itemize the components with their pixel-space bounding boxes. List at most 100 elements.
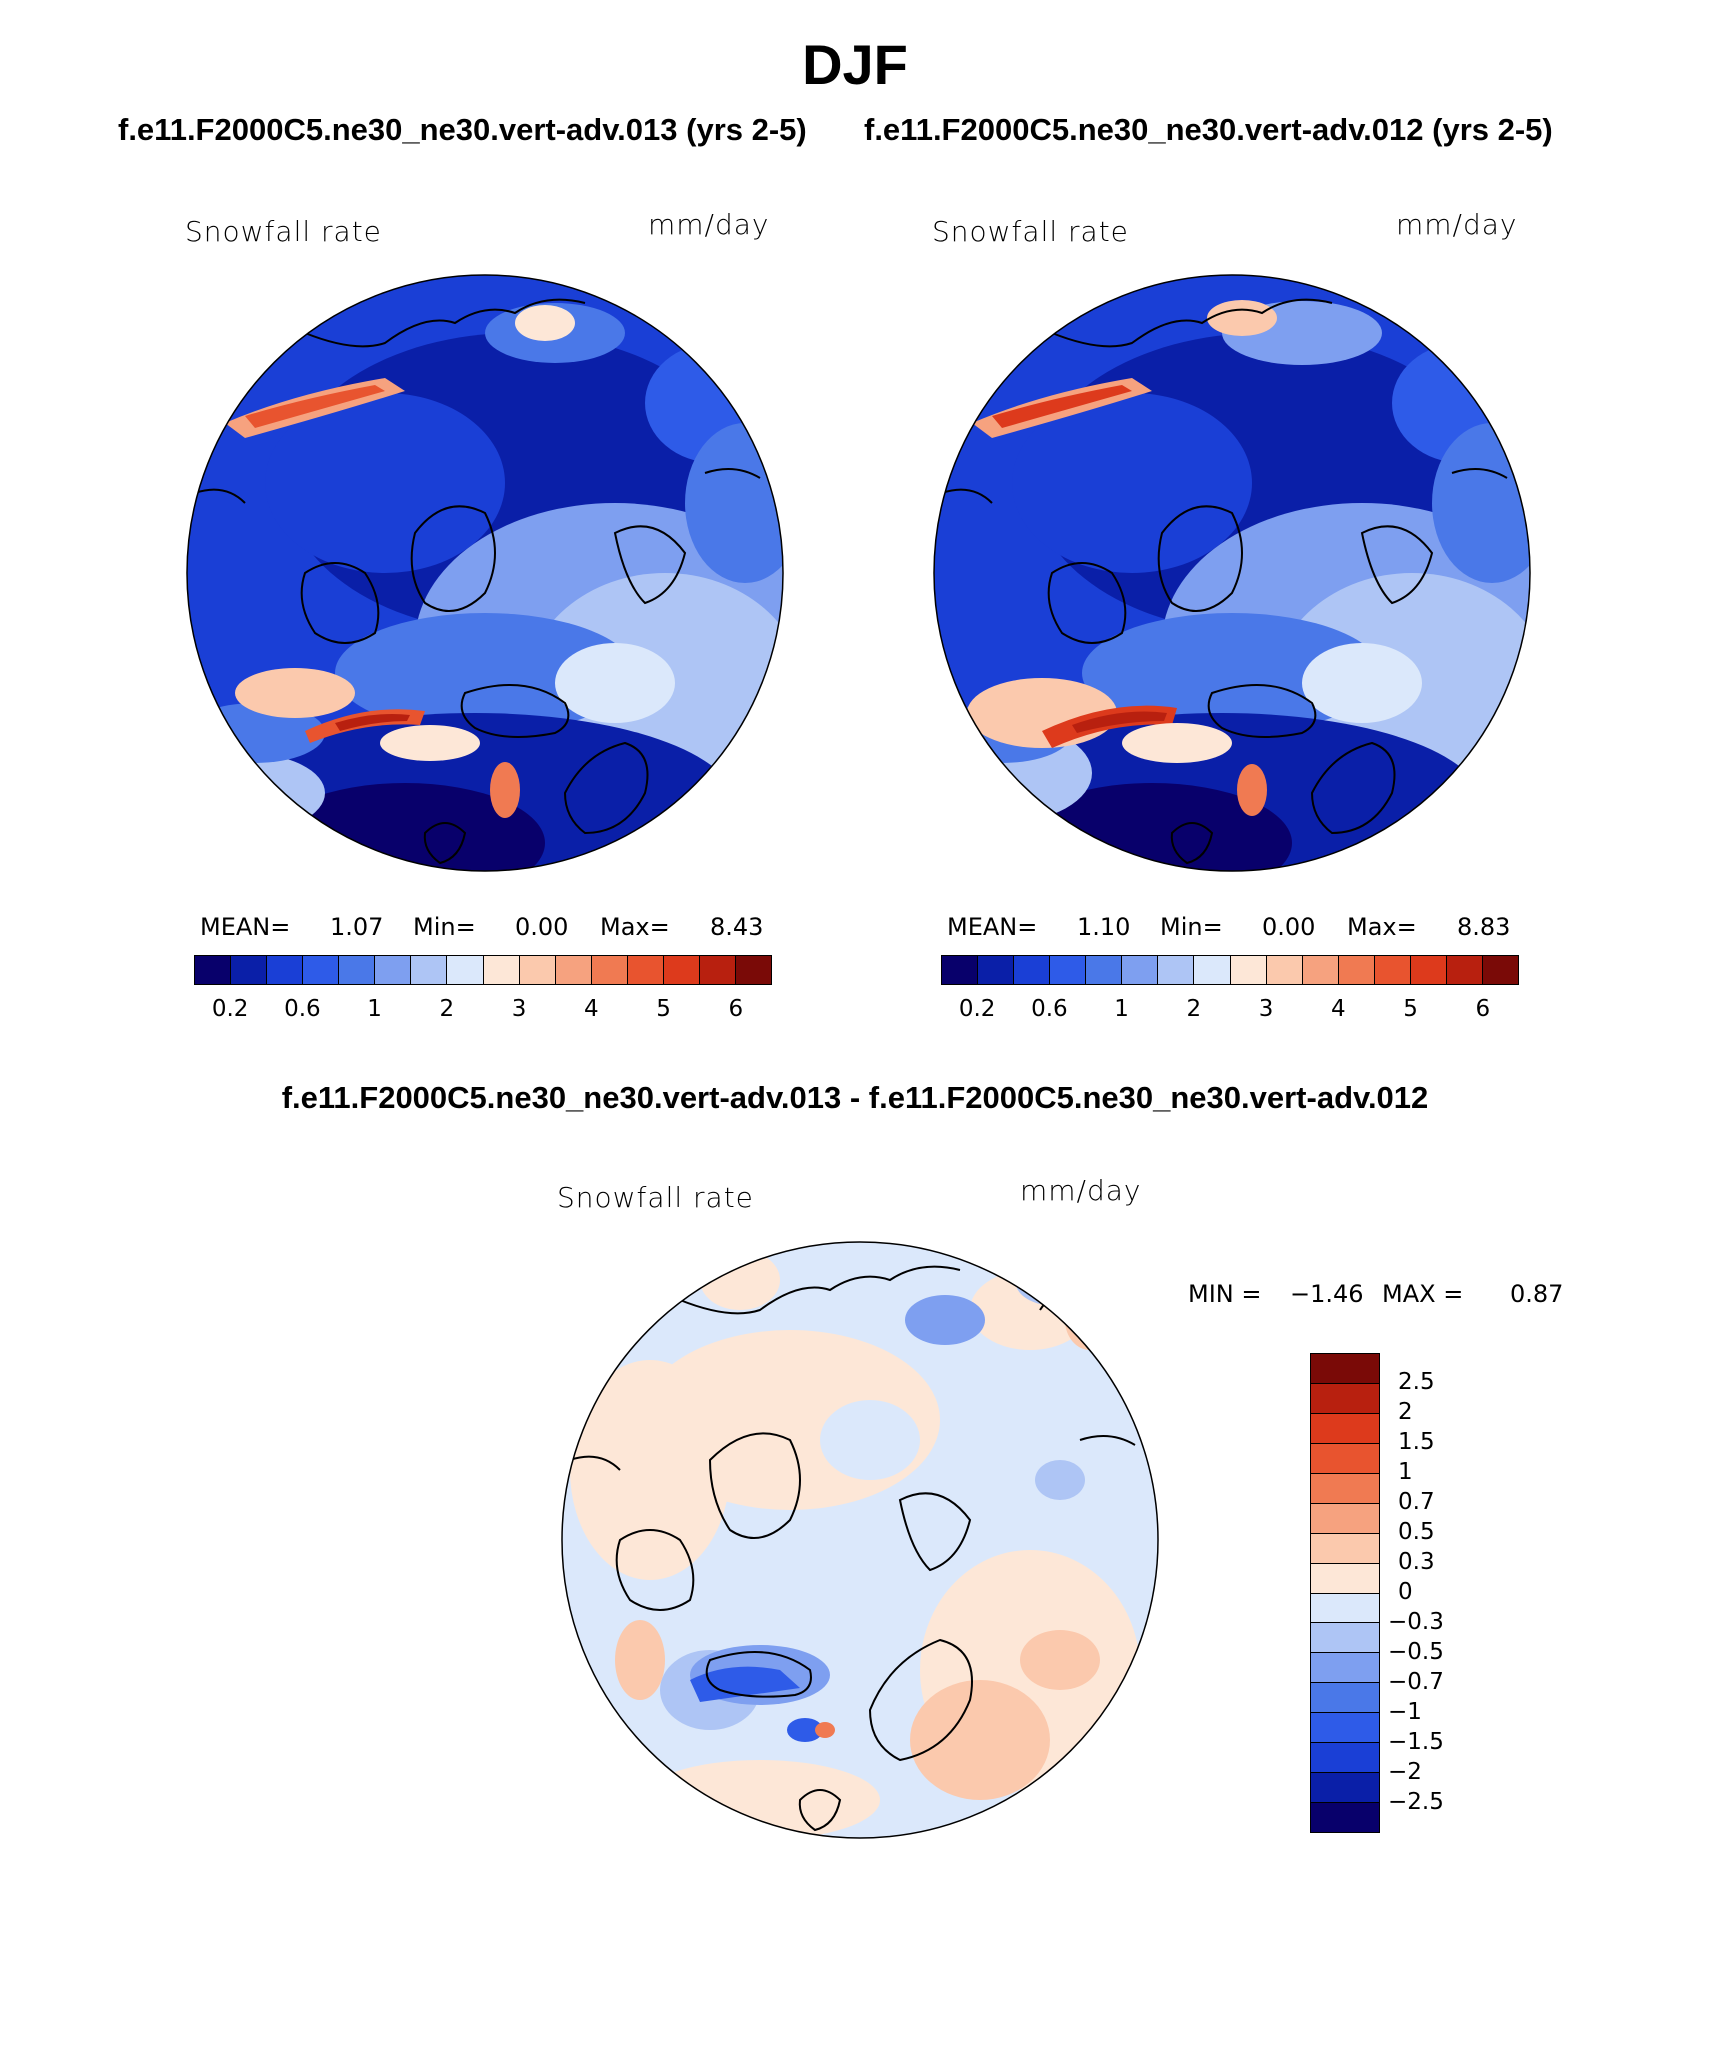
diff-max-value: 0.87 [1510, 1280, 1564, 1308]
panel-2-max-value: 8.83 [1457, 913, 1511, 941]
panel-1-mean-label: MEAN= [200, 913, 291, 941]
diff-colorbar-swatch [1311, 1563, 1379, 1594]
diff-min-label: MIN = [1188, 1280, 1262, 1308]
panel-2-colorbar [941, 955, 1519, 985]
panel-2-colorbar-swatch [1482, 956, 1518, 984]
panel-1-variable: Snowfall rate [185, 215, 382, 248]
diff-colorbar-swatch [1311, 1473, 1379, 1504]
diff-colorbar-tick-label: −2.5 [1388, 1789, 1444, 1815]
diff-colorbar-tick-label: 1 [1398, 1459, 1413, 1485]
panel-1-colorbar-swatch [699, 956, 736, 984]
panel-2-min-label: Min= [1160, 913, 1223, 941]
diff-colorbar-tick-label: 0.3 [1398, 1549, 1435, 1575]
panel-1-colorbar-swatch [447, 956, 484, 984]
panel-2-colorbar-tick-label: 6 [1475, 996, 1491, 1022]
panel-1-colorbar-tick-label: 3 [511, 996, 527, 1022]
panel-1-colorbar-tick-label: 0.2 [211, 996, 249, 1022]
panel-2-colorbar-swatch [1014, 956, 1051, 984]
panel-2-variable: Snowfall rate [932, 215, 1129, 248]
panel-2-colorbar-swatch [1266, 956, 1303, 984]
panel-2-colorbar-tick-label: 2 [1186, 996, 1202, 1022]
panel-2-colorbar-swatch [1158, 956, 1195, 984]
panel-2-colorbar-swatch [1194, 956, 1231, 984]
panel-2-max-label: Max= [1347, 913, 1417, 941]
panel-1-max-label: Max= [600, 913, 670, 941]
diff-colorbar-tick-label: 2.5 [1398, 1369, 1435, 1395]
diff-colorbar-swatch [1311, 1713, 1379, 1744]
diff-variable: Snowfall rate [557, 1181, 754, 1214]
panel-1-min-value: 0.00 [515, 913, 569, 941]
diff-colorbar-swatch [1311, 1623, 1379, 1654]
diff-colorbar-ticks: 2.5 2 1.5 1 0.7 0.5 0.3 0 −0.3 −0.5 −0.7 −1 −1.5 −2 −2… [1388, 1353, 1508, 1833]
diff-colorbar-swatch [1311, 1773, 1379, 1804]
panel-2-colorbar-tick-label: 0.2 [958, 996, 996, 1022]
diff-units: mm/day [1020, 1174, 1142, 1207]
panel-2-colorbar-tick-label: 4 [1331, 996, 1346, 1022]
panel-1-colorbar-swatch [663, 956, 700, 984]
diff-colorbar-swatch [1311, 1443, 1379, 1474]
diff-colorbar-tick-label: −0.3 [1388, 1609, 1444, 1635]
panel-2-colorbar-tick-label: 5 [1403, 996, 1418, 1022]
panel-1-colorbar-tick-label: 0.6 [284, 996, 321, 1022]
panel-1-colorbar-swatch [519, 956, 556, 984]
panel-1-colorbar-swatch [555, 956, 592, 984]
diff-max-label: MAX = [1382, 1280, 1464, 1308]
diff-colorbar-tick-label: −0.5 [1388, 1639, 1444, 1665]
panel-1-colorbar-swatch [195, 956, 232, 984]
diff-colorbar-swatch [1311, 1413, 1379, 1444]
panel-1-colorbar-ticks: 0.2 0.6 1 2 3 4 5 6 [194, 996, 772, 1026]
subtitle-right: f.e11.F2000C5.ne30_ne30.vert-adv.012 (yr… [864, 112, 1553, 147]
diff-colorbar-tick-label: 0.7 [1398, 1489, 1435, 1515]
panel-1-colorbar [194, 955, 772, 985]
figure-title: DJF [802, 33, 908, 96]
panel-1-polar-map [186, 274, 784, 872]
panel-1-colorbar-swatch [411, 956, 448, 984]
diff-colorbar-tick-label: 0.5 [1398, 1519, 1435, 1545]
diff-colorbar-tick-label: −0.7 [1388, 1669, 1444, 1695]
panel-1-colorbar-tick-label: 1 [367, 996, 382, 1022]
panel-1-colorbar-tick-label: 6 [728, 996, 744, 1022]
panel-1-colorbar-tick-label: 5 [656, 996, 671, 1022]
panel-2-units: mm/day [1396, 208, 1518, 241]
panel-1-colorbar-tick-label: 2 [439, 996, 455, 1022]
panel-2-colorbar-swatch [1338, 956, 1375, 984]
diff-title: f.e11.F2000C5.ne30_ne30.vert-adv.013 - f… [281, 1080, 1429, 1115]
diff-colorbar-swatch [1311, 1354, 1379, 1384]
panel-1-units: mm/day [648, 208, 770, 241]
diff-colorbar-tick-label: −1 [1388, 1699, 1422, 1725]
panel-2-colorbar-swatch [1302, 956, 1339, 984]
diff-polar-map [561, 1241, 1159, 1839]
panel-1-colorbar-swatch [375, 956, 412, 984]
panel-1-colorbar-swatch [231, 956, 268, 984]
panel-2-colorbar-ticks: 0.2 0.6 1 2 3 4 5 6 [941, 996, 1519, 1026]
subtitle-left: f.e11.F2000C5.ne30_ne30.vert-adv.013 (yr… [118, 112, 807, 147]
diff-colorbar-swatch [1311, 1653, 1379, 1684]
panel-1-colorbar-swatch [267, 956, 304, 984]
panel-2-colorbar-swatch [942, 956, 979, 984]
diff-min-value: −1.46 [1290, 1280, 1364, 1308]
diff-colorbar-swatch [1311, 1533, 1379, 1564]
diff-colorbar-tick-label: 0 [1398, 1579, 1413, 1605]
panel-1-colorbar-swatch [303, 956, 340, 984]
diff-colorbar-tick-label: −2 [1388, 1759, 1422, 1785]
panel-2-mean-value: 1.10 [1077, 913, 1131, 941]
panel-1-max-value: 8.43 [710, 913, 764, 941]
diff-colorbar-tick-label: 2 [1398, 1399, 1413, 1425]
panel-1-colorbar-swatch [339, 956, 376, 984]
diff-colorbar-swatch [1311, 1803, 1379, 1832]
panel-1-mean-value: 1.07 [330, 913, 384, 941]
diff-colorbar-swatch [1311, 1383, 1379, 1414]
panel-2-colorbar-tick-label: 3 [1258, 996, 1274, 1022]
diff-colorbar-swatch [1311, 1503, 1379, 1534]
panel-2-min-value: 0.00 [1262, 913, 1316, 941]
panel-2-colorbar-swatch [978, 956, 1015, 984]
panel-1-colorbar-tick-label: 4 [584, 996, 599, 1022]
panel-1-colorbar-swatch [627, 956, 664, 984]
panel-2-colorbar-swatch [1374, 956, 1411, 984]
diff-colorbar-swatch [1311, 1743, 1379, 1774]
diff-colorbar-swatch [1311, 1683, 1379, 1714]
diff-colorbar-tick-label: 1.5 [1398, 1429, 1435, 1455]
panel-2-colorbar-tick-label: 1 [1114, 996, 1129, 1022]
panel-2-colorbar-tick-label: 0.6 [1031, 996, 1068, 1022]
panel-2-colorbar-swatch [1086, 956, 1123, 984]
